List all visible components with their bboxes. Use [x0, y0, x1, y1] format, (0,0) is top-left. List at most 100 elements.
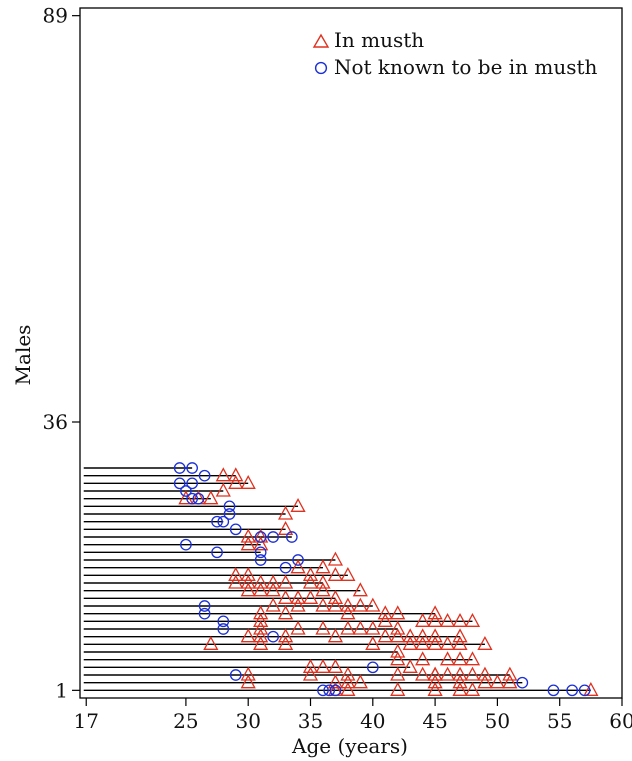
- musth-triangle-point: [277, 574, 294, 589]
- musth-triangle-point: [277, 505, 294, 520]
- musth-triangle-point: [240, 528, 256, 543]
- musth-triangle-point: [290, 589, 306, 604]
- x-tick-label: 25: [173, 709, 198, 733]
- musth-triangle-point: [377, 612, 393, 627]
- musth-triangle-point: [377, 605, 393, 620]
- musth-triangle-point: [390, 651, 406, 666]
- legend-not-in-musth-label: Not known to be in musth: [334, 55, 598, 79]
- musth-triangle-point: [327, 674, 344, 689]
- musth-triangle-point: [240, 574, 256, 589]
- musth-triangle-point: [427, 666, 443, 681]
- observation-points: [173, 462, 599, 697]
- musth-triangle-point: [464, 666, 481, 681]
- musth-triangle-point: [215, 467, 231, 482]
- x-tick-label: 45: [422, 709, 447, 733]
- not-musth-circle-point: [547, 684, 560, 697]
- not-musth-circle-point: [198, 469, 211, 482]
- not-musth-circle-point: [173, 462, 186, 474]
- not-musth-circle-point: [198, 607, 211, 620]
- not-musth-circle-point: [192, 492, 205, 505]
- musth-triangle-point: [452, 681, 468, 696]
- musth-triangle-point: [340, 566, 356, 581]
- musth-triangle-point: [240, 566, 256, 581]
- musth-triangle-point: [415, 666, 431, 681]
- musth-triangle-point: [240, 674, 256, 689]
- musth-triangle-point: [477, 674, 493, 689]
- musth-triangle-point: [452, 651, 468, 666]
- musth-triangle-point: [489, 674, 505, 689]
- musth-triangle-point: [315, 658, 331, 673]
- musth-triangle-point: [427, 666, 443, 681]
- musth-triangle-point: [427, 605, 443, 620]
- musth-triangle-point: [253, 612, 269, 627]
- musth-triangle-point: [352, 582, 368, 597]
- musth-triangle-point: [477, 635, 493, 650]
- not-musth-circle-point: [329, 684, 342, 697]
- musth-triangle-point: [583, 681, 599, 696]
- musth-triangle-point: [327, 551, 344, 566]
- musth-triangle-point: [240, 536, 256, 551]
- musth-triangle-point: [340, 681, 356, 696]
- musth-triangle-point: [277, 635, 294, 650]
- musth-triangle-point: [415, 635, 431, 650]
- not-musth-circle-point: [198, 600, 211, 612]
- musth-triangle-point: [290, 497, 306, 512]
- not-musth-circle-point: [229, 669, 242, 681]
- musth-triangle-point: [302, 666, 319, 681]
- x-tick-label: 35: [298, 709, 323, 733]
- musth-triangle-point: [340, 605, 356, 620]
- not-musth-circle-point: [254, 531, 267, 543]
- musth-triangle-point: [427, 681, 443, 696]
- legend-triangle-marker: [312, 33, 330, 48]
- not-musth-circle-point: [229, 523, 242, 536]
- musth-triangle-point: [253, 574, 269, 589]
- musth-triangle-point: [327, 566, 344, 581]
- musth-triangle-point: [178, 490, 194, 505]
- musth-triangle-point: [340, 597, 356, 612]
- not-musth-circle-point: [223, 508, 236, 520]
- musth-triangle-point: [415, 651, 431, 666]
- musth-triangle-point: [315, 574, 331, 589]
- musth-triangle-point: [439, 651, 456, 666]
- musth-triangle-point: [253, 605, 269, 620]
- not-musth-circle-point: [323, 684, 336, 697]
- musth-triangle-point: [327, 589, 344, 604]
- musth-triangle-point: [228, 474, 244, 489]
- musth-triangle-point: [390, 605, 406, 620]
- musth-triangle-point: [340, 666, 356, 681]
- musth-triangle-point: [390, 628, 406, 643]
- musth-triangle-point: [302, 566, 319, 581]
- musth-triangle-point: [427, 635, 443, 650]
- musth-triangle-point: [464, 681, 481, 696]
- not-musth-circle-point: [180, 538, 192, 551]
- musth-triangle-point: [439, 635, 456, 650]
- not-musth-circle-point: [267, 531, 279, 543]
- musth-triangle-point: [302, 658, 319, 673]
- musth-triangle-point: [290, 559, 306, 574]
- musth-triangle-point: [439, 612, 456, 627]
- musth-triangle-point: [240, 628, 256, 643]
- musth-triangle-point: [452, 674, 468, 689]
- musth-triangle-point: [352, 597, 368, 612]
- musth-triangle-point: [253, 582, 269, 597]
- not-musth-circle-point: [279, 561, 292, 574]
- x-tick-label: 60: [609, 709, 632, 733]
- not-musth-circle-point: [186, 477, 198, 490]
- musth-triangle-point: [327, 628, 344, 643]
- x-tick-label: 55: [547, 709, 572, 733]
- x-tick-label: 50: [485, 709, 510, 733]
- not-musth-circle-point: [217, 615, 230, 628]
- musth-triangle-point: [277, 520, 294, 535]
- musth-triangle-point: [452, 635, 468, 650]
- y-tick-label: 1: [55, 678, 68, 702]
- musth-triangle-point: [365, 597, 381, 612]
- x-tick-label: 40: [360, 709, 385, 733]
- legend: In musth Not known to be in musth: [312, 28, 598, 79]
- musth-triangle-point: [277, 589, 294, 604]
- musth-triangle-point: [315, 582, 331, 597]
- musth-triangle-point: [452, 612, 468, 627]
- musth-triangle-point: [415, 628, 431, 643]
- musth-triangle-point: [415, 612, 431, 627]
- musth-triangle-point: [228, 566, 244, 581]
